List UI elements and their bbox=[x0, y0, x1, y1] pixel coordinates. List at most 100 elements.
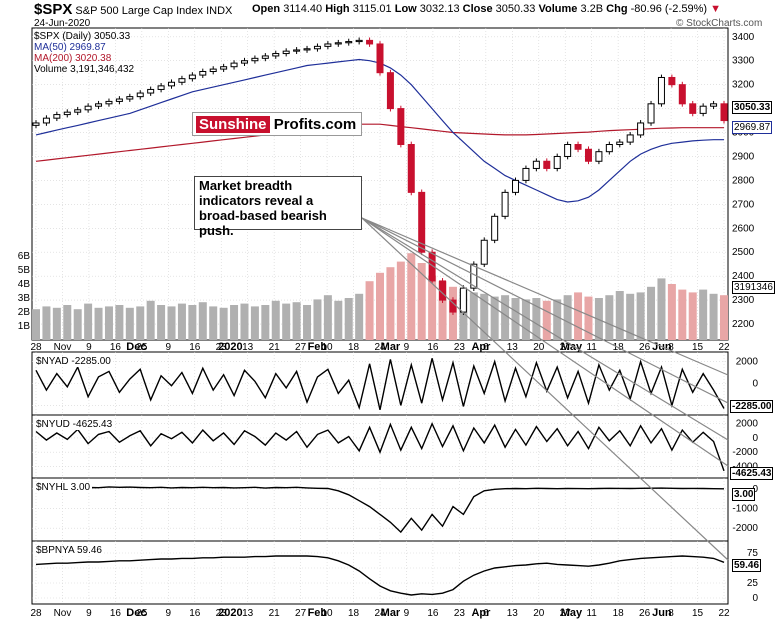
nyhl-line bbox=[35, 486, 725, 534]
x-day-label-lower: 16 bbox=[110, 608, 122, 619]
candle-body bbox=[491, 215, 499, 241]
volume-bar bbox=[271, 300, 280, 340]
candle-body bbox=[345, 41, 353, 44]
volume-tick-label: 6B bbox=[18, 251, 31, 262]
x-day-label-lower: Nov bbox=[54, 608, 72, 619]
volume-bar bbox=[521, 299, 530, 340]
candle-body bbox=[668, 76, 676, 86]
candle-body bbox=[32, 122, 40, 126]
x-day-label: 22 bbox=[718, 342, 730, 353]
ma200-line bbox=[35, 123, 724, 162]
volume-bar bbox=[323, 295, 332, 340]
sunshine-profits-logo: Sunshine Profits.com bbox=[192, 112, 362, 136]
volume-bar bbox=[188, 305, 197, 340]
x-day-label: 13 bbox=[242, 342, 254, 353]
volume-bar bbox=[532, 298, 541, 340]
x-day-label: 28 bbox=[30, 342, 42, 353]
volume-bar bbox=[240, 303, 249, 340]
x-day-label: 9 bbox=[404, 342, 410, 353]
volume-bar bbox=[396, 261, 405, 340]
x-day-label-lower: 21 bbox=[269, 608, 281, 619]
volume-bar bbox=[511, 298, 520, 340]
nyud-tag: -4625.43 bbox=[730, 467, 774, 480]
legend-ma200: MA(200) 3020.38 bbox=[34, 53, 112, 64]
bpnya-line bbox=[35, 555, 725, 596]
volume-bar bbox=[386, 267, 395, 340]
volume-bar bbox=[250, 306, 259, 340]
last-price-tag: 3050.33 bbox=[732, 101, 773, 114]
x-month-label-lower: Mar bbox=[381, 607, 401, 619]
volume-tick-label: 5B bbox=[18, 265, 31, 276]
x-day-label-lower: 10 bbox=[322, 608, 334, 619]
candle-body bbox=[178, 78, 186, 83]
price-tick-label: 2500 bbox=[732, 247, 755, 258]
x-day-label: 16 bbox=[427, 342, 439, 353]
logo-part2: Profits.com bbox=[273, 116, 357, 133]
volume-bar bbox=[626, 293, 635, 340]
volume-bar bbox=[125, 307, 134, 340]
candle-body bbox=[543, 160, 551, 169]
candle-body bbox=[397, 108, 405, 146]
x-day-label-lower: 28 bbox=[30, 608, 42, 619]
candle-body bbox=[63, 111, 71, 116]
candle-body bbox=[240, 60, 248, 64]
symbol: $SPX bbox=[34, 1, 73, 18]
price-tick-label: 2300 bbox=[732, 295, 755, 306]
candle-body bbox=[584, 148, 592, 162]
price-tick-label: 2400 bbox=[732, 271, 755, 282]
x-day-label-lower: 11 bbox=[586, 608, 597, 619]
nyad-tag: -2285.00 bbox=[730, 400, 774, 413]
volume-bar bbox=[219, 307, 228, 340]
volume-bar bbox=[574, 292, 583, 340]
x-month-label-lower: Dec bbox=[126, 607, 146, 619]
x-month-label: Dec bbox=[126, 341, 146, 353]
nyad-line bbox=[35, 358, 725, 410]
volume-bar bbox=[720, 295, 728, 340]
x-day-label: 8 bbox=[668, 342, 674, 353]
candle-body bbox=[386, 72, 394, 110]
candle-body bbox=[710, 103, 718, 107]
x-day-label: 26 bbox=[639, 342, 651, 353]
x-day-label-lower: 8 bbox=[668, 608, 674, 619]
x-day-label-lower: 24 bbox=[374, 608, 386, 619]
candle-body bbox=[720, 103, 728, 122]
x-day-label: Nov bbox=[54, 342, 72, 353]
nyud-label: $NYUD -4625.43 bbox=[34, 419, 115, 430]
candle-body bbox=[532, 160, 540, 169]
price-tick-label: 2900 bbox=[732, 151, 755, 162]
candle-body bbox=[42, 117, 50, 124]
x-day-label-lower: 16 bbox=[427, 608, 439, 619]
candle-body bbox=[616, 141, 624, 146]
x-day-label: 24 bbox=[374, 342, 386, 353]
volume-bar bbox=[480, 293, 489, 340]
x-day-label: 23 bbox=[454, 342, 466, 353]
volume-bar bbox=[605, 295, 614, 340]
x-day-label-lower: 13 bbox=[507, 608, 519, 619]
x-day-label-lower: 27 bbox=[560, 608, 572, 619]
x-day-label-lower: 27 bbox=[295, 608, 307, 619]
volume-bar bbox=[438, 281, 447, 340]
candle-body bbox=[53, 114, 61, 119]
x-day-label-lower: 23 bbox=[216, 608, 228, 619]
ma50-tag: 2969.87 bbox=[732, 121, 773, 134]
candle-body bbox=[512, 179, 520, 193]
x-day-label: 6 bbox=[483, 342, 489, 353]
volume-bar bbox=[52, 307, 61, 340]
volume-tick-label: 2B bbox=[18, 307, 31, 318]
legend-volume: Volume 3,191,346,432 bbox=[34, 64, 135, 75]
x-month-label-lower: Jun bbox=[652, 607, 672, 619]
candle-body bbox=[678, 84, 686, 105]
volume-tick-label: 4B bbox=[18, 279, 31, 290]
volume-bar bbox=[365, 281, 374, 340]
volume-bar bbox=[407, 253, 416, 340]
candle-body bbox=[199, 70, 207, 76]
candle-body bbox=[147, 88, 155, 94]
volume-bar bbox=[334, 300, 343, 340]
volume-bar bbox=[157, 305, 166, 340]
chg-value: -80.96 (-2.59%) bbox=[630, 3, 708, 15]
x-month-label: Feb bbox=[308, 341, 328, 353]
candle-body bbox=[136, 92, 144, 98]
candle-body bbox=[376, 43, 384, 74]
candle-body bbox=[501, 191, 509, 217]
candle-body bbox=[574, 144, 582, 150]
